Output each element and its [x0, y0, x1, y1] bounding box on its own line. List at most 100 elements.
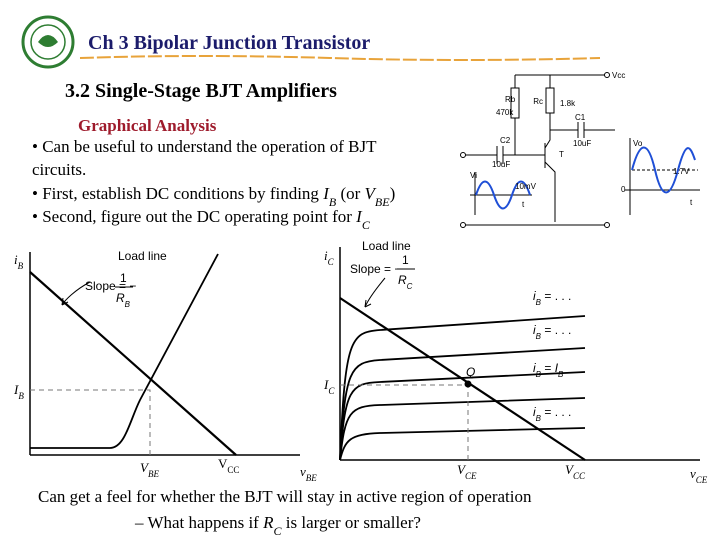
text-run: = . . .	[541, 289, 571, 303]
text-run: BE	[148, 469, 159, 479]
text-run: is larger or smaller?	[282, 513, 421, 532]
text-run: I	[322, 184, 330, 203]
circuit-label: 1.7V	[673, 167, 690, 176]
slope-denominator: RB	[116, 291, 131, 309]
axis-label: iC	[324, 248, 335, 267]
circuit-label: Vcc	[612, 71, 625, 80]
text-run: I	[323, 377, 329, 392]
slope-label: Slope = −	[350, 262, 401, 276]
footer-text: Can get a feel for whether the BJT will …	[38, 487, 532, 506]
text-run: i	[533, 323, 536, 337]
text-run: C	[274, 524, 283, 538]
text-run: CC	[573, 471, 586, 481]
text-run: =	[541, 361, 555, 375]
slope-numerator: 1	[120, 271, 127, 285]
circuit-label: C1	[575, 113, 586, 122]
tick-label: IC	[323, 377, 335, 396]
load-line-label: Load line	[362, 239, 411, 253]
text-run: Slope = −	[85, 279, 136, 293]
text-run: i	[14, 252, 18, 267]
circuit-label: Vi	[470, 171, 477, 180]
circuit-label: Vo	[633, 139, 643, 148]
text-run: )	[390, 184, 396, 203]
text-run: V	[457, 462, 467, 477]
circuit-label: 10mV	[515, 182, 537, 191]
circuit-label: 0	[621, 185, 626, 194]
text-run: R	[262, 513, 274, 532]
text-run: C	[328, 257, 335, 267]
text-run: B	[536, 298, 542, 307]
text-run: Slope = −	[350, 262, 401, 276]
text-run: V	[218, 456, 228, 471]
graph-left	[29, 252, 300, 456]
axis-label: vBE	[300, 464, 317, 483]
header-title: Ch 3 Bipolar Junction Transistor	[88, 32, 370, 54]
circuit	[460, 72, 700, 228]
text-run: V	[565, 462, 575, 477]
curve-label: iB = . . .	[533, 323, 571, 341]
text-run: – What happens if	[134, 513, 263, 532]
text-run: i	[324, 248, 328, 263]
circuit-label: Rc	[533, 97, 543, 106]
text-run: v	[300, 464, 306, 479]
tick-label: IB	[13, 382, 24, 401]
slope-label: Slope = −	[85, 279, 136, 293]
text-run: I	[355, 207, 363, 226]
header-rule	[79, 55, 601, 61]
curve-label: iB = . . .	[533, 405, 571, 423]
text-run: B	[18, 261, 24, 271]
circuit-label: t	[690, 198, 693, 207]
text-run: i	[533, 361, 536, 375]
text-run: = . . .	[541, 405, 571, 419]
text-run: B	[18, 391, 24, 401]
text-run: V	[140, 460, 150, 475]
bullet: circuits.	[32, 160, 86, 179]
circuit-label: T	[559, 150, 564, 159]
circuit-label: 10uF	[492, 160, 510, 169]
text-run: • First, establish DC conditions by find…	[32, 184, 323, 203]
circuit-label: 10uF	[573, 139, 591, 148]
bullet: • First, establish DC conditions by find…	[32, 184, 395, 209]
logo	[21, 15, 75, 69]
text-run: • Second, figure out the DC operating po…	[32, 207, 356, 226]
text-run: B	[558, 370, 564, 379]
text-run: R	[398, 273, 407, 287]
axis-label: vCE	[690, 466, 708, 485]
section-title: 3.2 Single-Stage BJT Amplifiers	[65, 80, 337, 102]
tick-label: VBE	[140, 460, 159, 479]
circuit-label: 470k	[496, 108, 514, 117]
footer-text: – What happens if RC is larger or smalle…	[134, 513, 421, 538]
text-run: B	[536, 332, 542, 341]
curve-label: iB = IB	[533, 361, 564, 379]
subtitle: Graphical Analysis	[78, 116, 217, 135]
q-point-label: Q	[466, 365, 475, 379]
text-run: B	[125, 300, 131, 309]
bullet: • Second, figure out the DC operating po…	[32, 207, 371, 232]
text-run: CE	[465, 471, 477, 481]
axis-label: iB	[14, 252, 24, 271]
text-run: BE	[306, 473, 317, 483]
slope-numerator: 1	[402, 253, 409, 267]
tick-label: VCE	[457, 462, 477, 481]
text-run: C	[362, 218, 371, 232]
text-run: B	[536, 370, 542, 379]
text-run: I	[13, 382, 19, 397]
text-run: B	[536, 414, 542, 423]
bullet: • Can be useful to understand the operat…	[32, 137, 377, 156]
text-run: C	[407, 282, 413, 291]
text-run: CE	[696, 475, 708, 485]
text-run: i	[533, 289, 536, 303]
text-run: (or	[336, 184, 364, 203]
circuit-label: t	[522, 200, 525, 209]
text-run: B	[329, 195, 337, 209]
text-run: i	[533, 405, 536, 419]
load-line-label: Load line	[118, 249, 167, 263]
curve-label: iB = . . .	[533, 289, 571, 307]
text-run: v	[690, 466, 696, 481]
text-run: R	[116, 291, 125, 305]
circuit-label: 1.8k	[560, 99, 576, 108]
tick-label: VCC	[218, 456, 239, 475]
tick-label: VCC	[565, 462, 586, 481]
